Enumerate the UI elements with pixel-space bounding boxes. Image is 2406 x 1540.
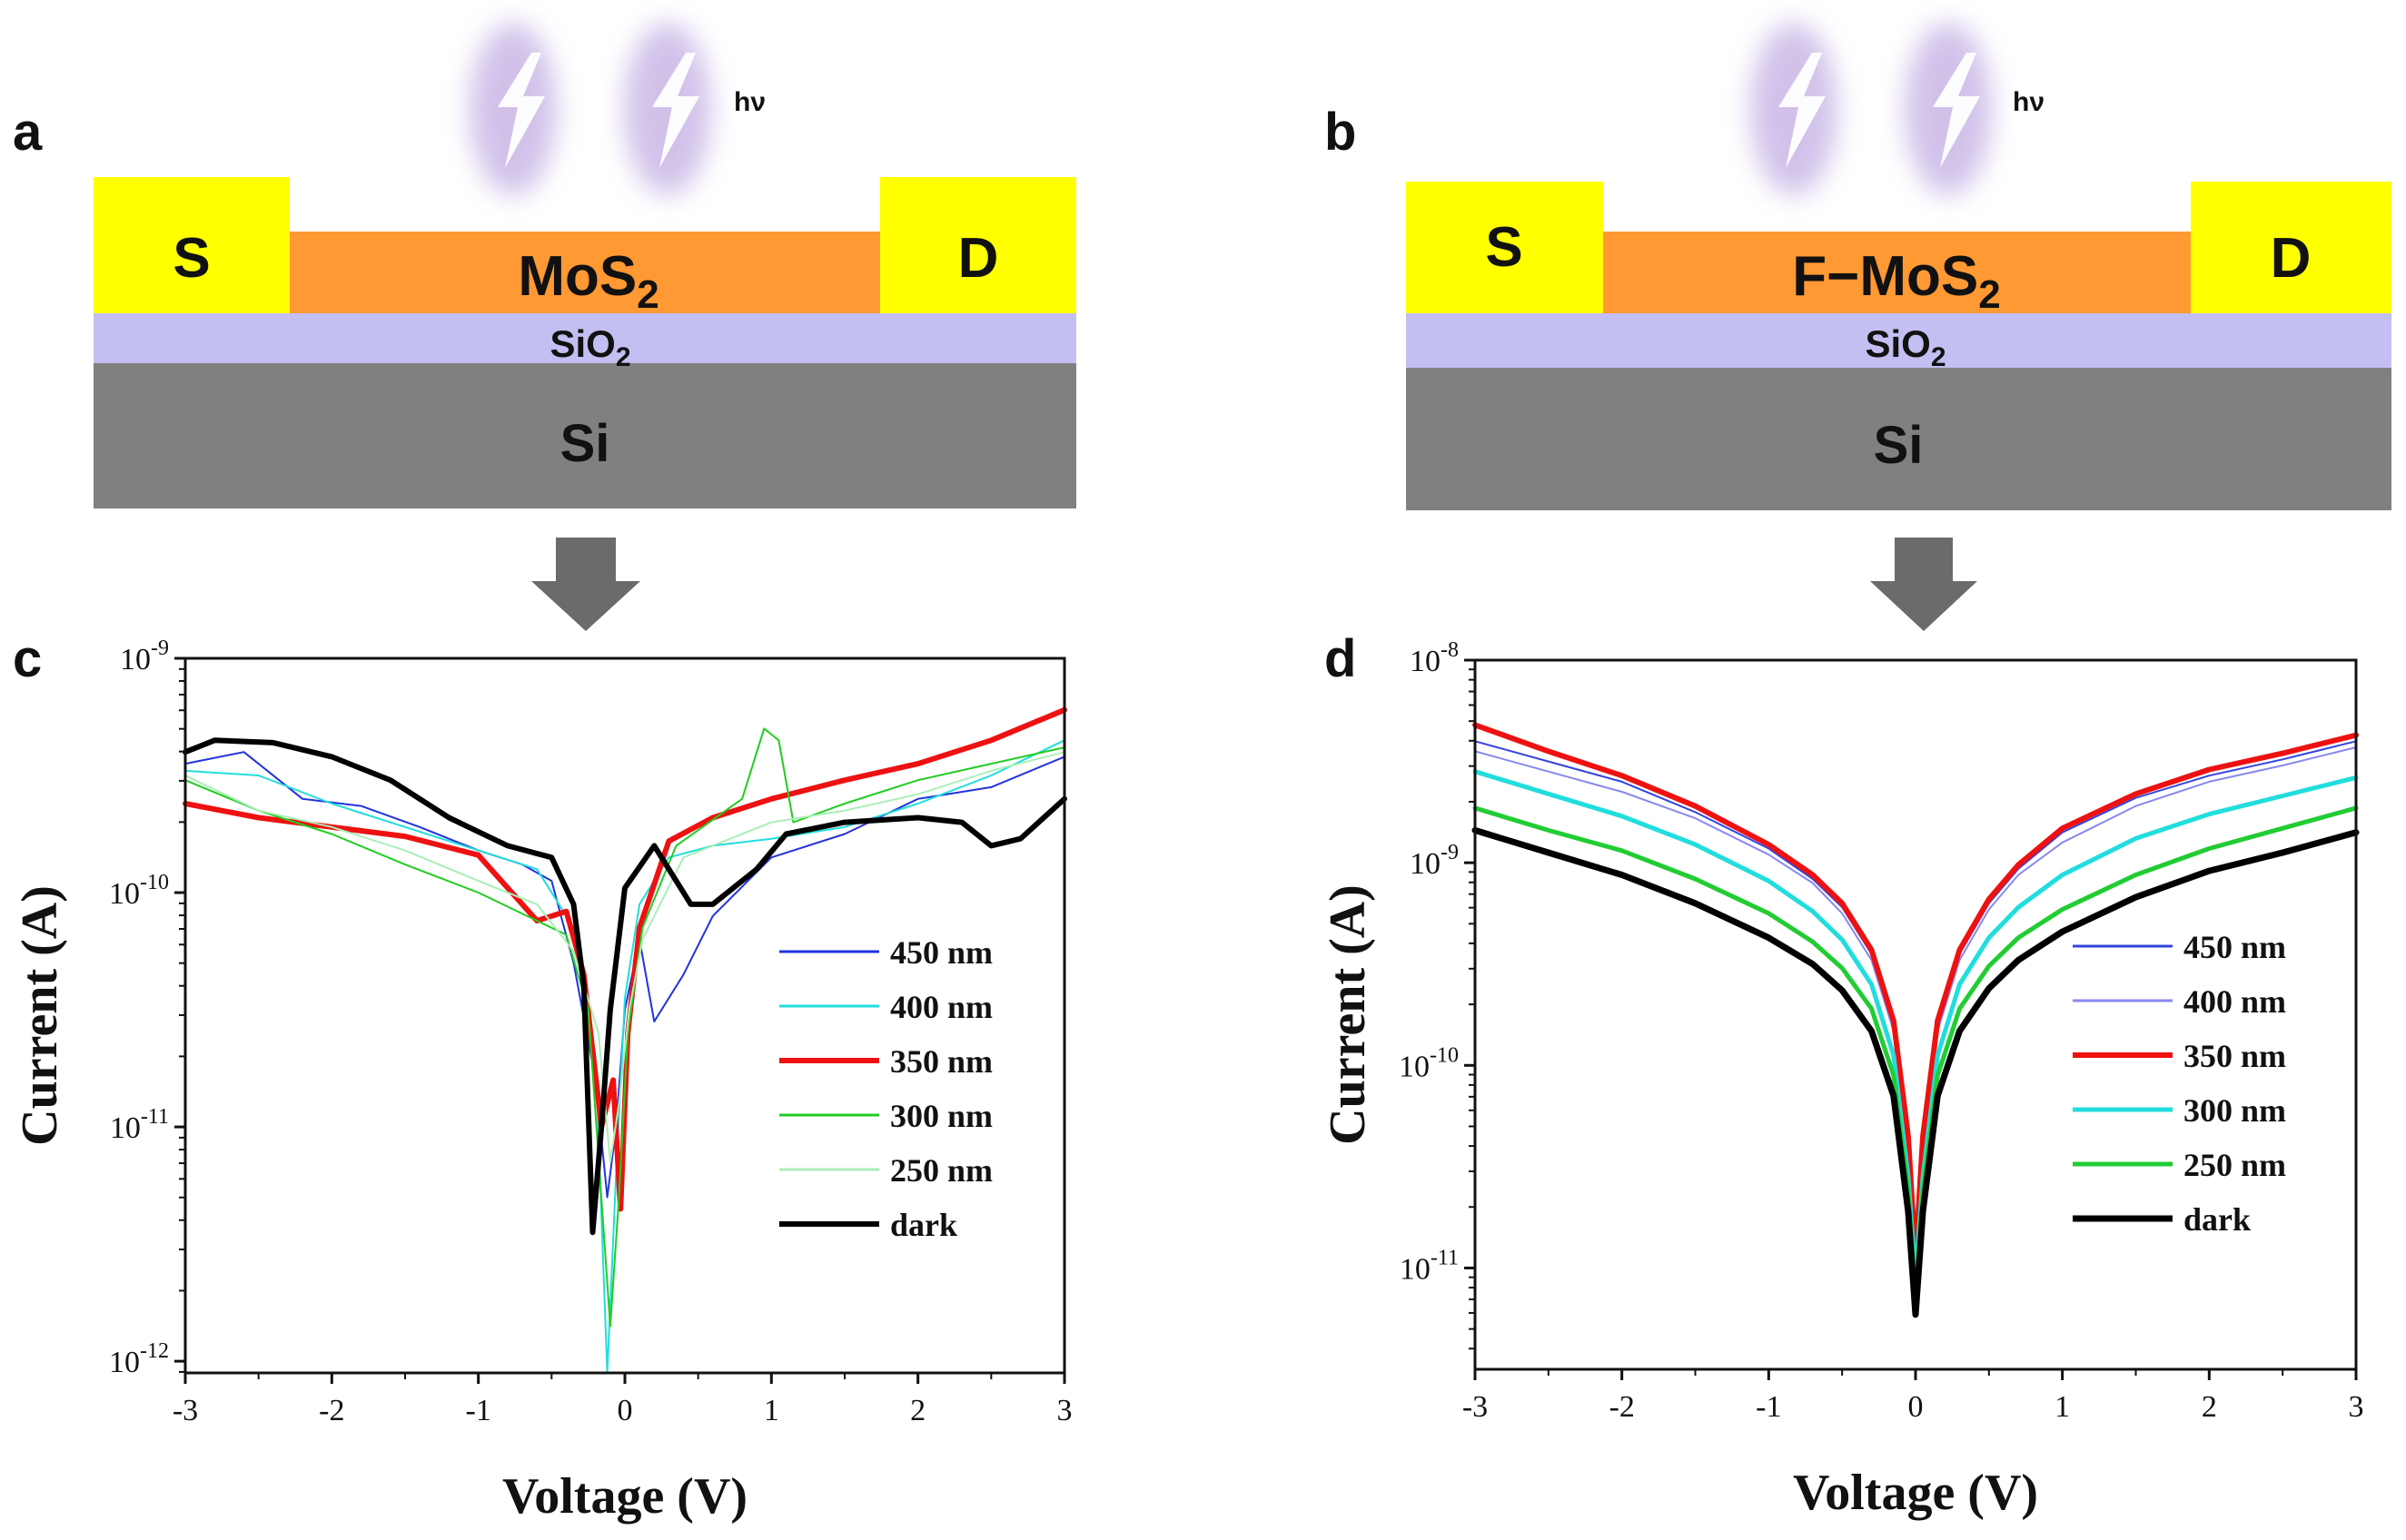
channel-label: F−MoS2: [1792, 245, 2000, 317]
panel-b-schematic: b hν Si SiO2 F−MoS2 S D: [1324, 23, 2391, 631]
panel-a-schematic: a hν Si SiO2 MoS2 S D: [13, 23, 1076, 631]
y-tick-label: 10-8: [1410, 638, 1459, 678]
photon-energy-label: hν: [734, 87, 766, 117]
x-tick-label: 2: [2202, 1390, 2217, 1424]
legend-label: 300 nm: [890, 1098, 993, 1134]
legend-label: 300 nm: [2183, 1092, 2286, 1129]
series-line-450-nm: [184, 751, 1065, 1199]
legend-label: 350 nm: [2183, 1038, 2286, 1074]
x-tick-label: 1: [2055, 1390, 2070, 1424]
oxide-label: SiO2: [1865, 322, 1946, 372]
x-axis-title: Voltage (V): [502, 1468, 748, 1525]
drain-label: D: [958, 227, 999, 290]
down-arrow-icon: [531, 538, 640, 631]
x-tick-label: -1: [1756, 1390, 1781, 1424]
x-tick-label: 0: [618, 1394, 633, 1427]
panel-label-d: d: [1324, 629, 1356, 688]
x-tick-label: -3: [1462, 1390, 1488, 1424]
x-tick-label: 2: [910, 1394, 926, 1427]
legend-label: dark: [2183, 1201, 2251, 1238]
light-source-b: hν: [1750, 23, 2045, 195]
chart-d-iv-f-mos2: d -3 -2 -1 0 1 2 3 10-11 10-10 10-9 10-8 Voltage (V…: [1320, 629, 2364, 1521]
legend-label: 400 nm: [890, 989, 993, 1025]
channel-f-mos2: [1603, 232, 2191, 313]
y-tick-label: 10-11: [110, 1105, 169, 1145]
x-tick-label: 3: [1057, 1394, 1073, 1427]
panel-label-c: c: [13, 629, 42, 688]
lightning-bolt-icon: [1778, 53, 1826, 168]
series-line-250-nm: [184, 751, 1065, 1163]
y-tick-label: 10-9: [1410, 841, 1459, 881]
lightning-bolt-icon: [1933, 53, 1980, 168]
drain-label: D: [2271, 227, 2312, 290]
drain-electrode: [880, 177, 1076, 313]
x-tick-label: -2: [1609, 1390, 1635, 1424]
series-line-350-nm: [183, 706, 1067, 1212]
x-tick-label: -2: [319, 1394, 344, 1427]
y-tick-label: 10-9: [120, 637, 169, 676]
x-tick-label: -1: [466, 1394, 491, 1427]
series-line-dark: [183, 737, 1067, 1236]
light-source-a: hν: [470, 23, 766, 195]
drain-electrode: [2191, 182, 2391, 313]
panel-label-b: b: [1324, 103, 1356, 162]
substrate-label: Si: [560, 414, 610, 473]
legend-label: 250 nm: [890, 1152, 993, 1189]
oxide-sio2: [1406, 313, 2391, 368]
y-axis-title: Current (A): [1320, 884, 1376, 1145]
legend-label: 350 nm: [890, 1043, 993, 1080]
series-line-dark: [1471, 826, 2360, 1318]
channel-label: MoS2: [518, 245, 658, 317]
source-label: S: [1485, 216, 1522, 279]
legend-label: 400 nm: [2183, 983, 2286, 1020]
legend-label: dark: [890, 1207, 957, 1243]
panel-label-a: a: [13, 103, 43, 162]
y-axis-title: Current (A): [12, 885, 68, 1146]
substrate-si: [94, 363, 1076, 508]
lightning-bolt-icon: [652, 53, 699, 168]
y-tick-label: 10-10: [1399, 1043, 1459, 1083]
oxide-sio2: [94, 313, 1076, 363]
x-tick-label: 3: [2349, 1390, 2364, 1424]
source-electrode: [1406, 182, 1603, 313]
lightning-bolt-icon: [498, 53, 545, 168]
legend-label: 250 nm: [2183, 1147, 2286, 1183]
substrate-label: Si: [1874, 416, 1924, 475]
x-tick-label: -3: [173, 1394, 198, 1427]
x-tick-label: 1: [764, 1394, 779, 1427]
series-line-300-nm: [184, 727, 1065, 1328]
chart-c-iv-mos2: c -3 -2 -1 0 1 2 3 10-12 10-11 10-10 10-9 Voltage (…: [12, 629, 1073, 1525]
x-tick-label: 0: [1908, 1390, 1924, 1424]
y-tick-label: 10-10: [109, 871, 169, 911]
y-tick-label: 10-12: [109, 1339, 169, 1379]
substrate-si: [1406, 368, 2391, 510]
x-axis-title: Voltage (V): [1793, 1465, 2038, 1521]
source-label: S: [173, 227, 210, 290]
photon-energy-label: hν: [2013, 87, 2045, 117]
legend-label: 450 nm: [890, 934, 993, 971]
channel-mos2: [290, 232, 880, 313]
oxide-label: SiO2: [550, 322, 630, 372]
legend-label: 450 nm: [2183, 929, 2286, 965]
y-tick-label: 10-11: [1400, 1246, 1459, 1286]
source-electrode: [94, 177, 290, 313]
down-arrow-icon: [1870, 538, 1977, 631]
